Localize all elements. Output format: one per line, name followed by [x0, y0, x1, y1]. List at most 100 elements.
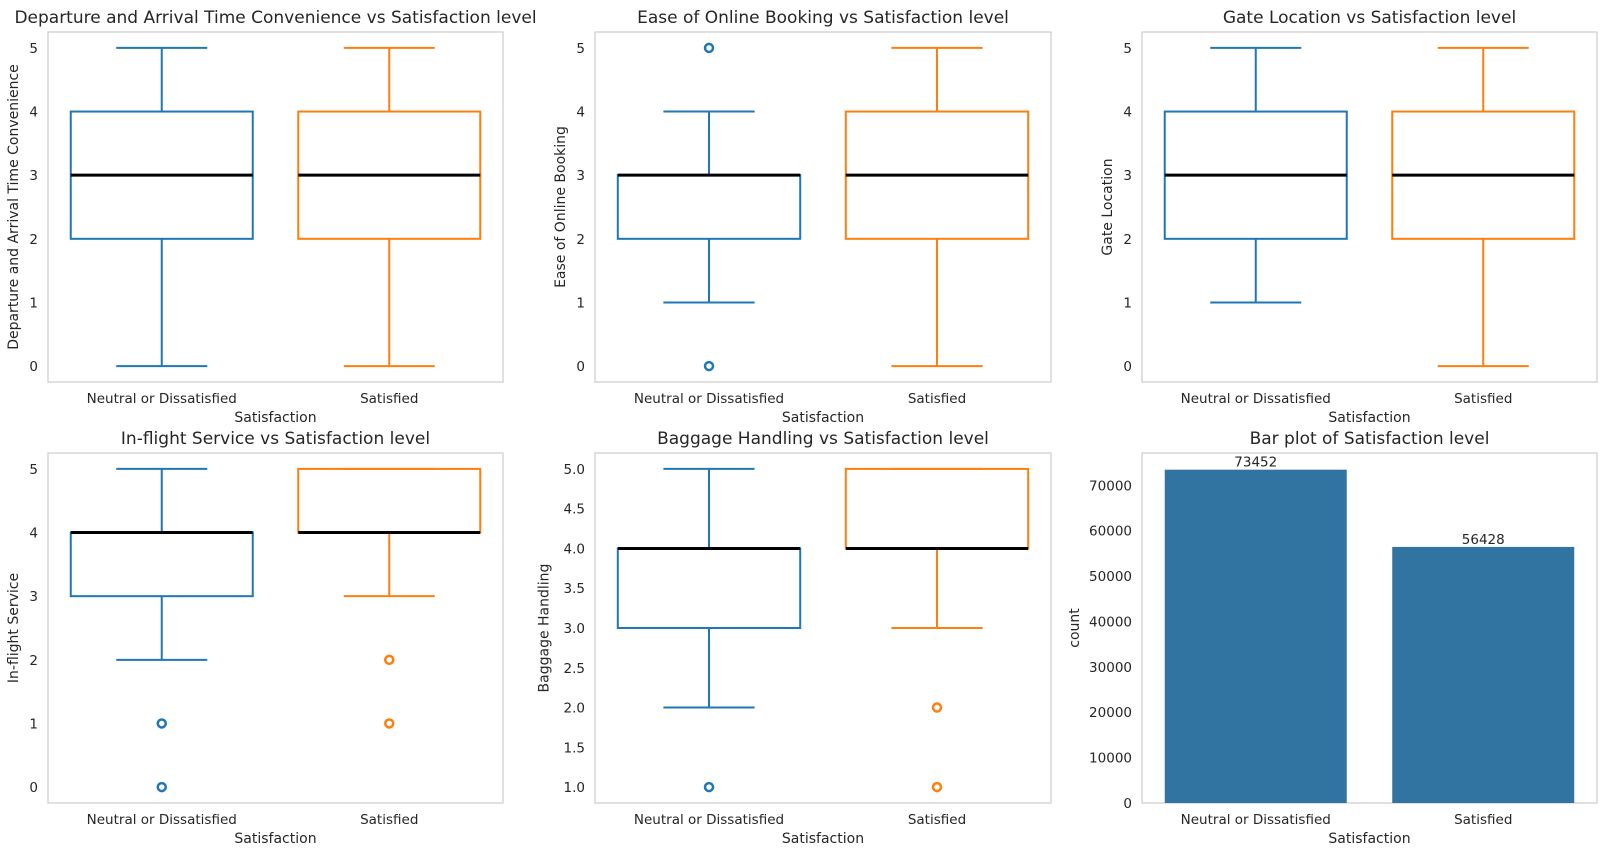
axes-frame [594, 31, 1052, 383]
y-tick-label: 5 [29, 41, 38, 57]
y-tick-label: 1 [576, 295, 585, 311]
chart-3: Gate Location vs Satisfaction level Neutr… [1100, 8, 1598, 426]
box-1 [69, 467, 254, 793]
y-tick-label: 2.5 [564, 661, 585, 677]
y-tick-label: 3 [1123, 168, 1132, 184]
y-tick-label: 1.0 [564, 780, 585, 796]
y-tick-label: 5 [576, 41, 585, 57]
y-tick-label: 4.5 [564, 502, 585, 518]
x-axis-label: Satisfaction [1328, 831, 1410, 847]
axes-frame [1141, 31, 1598, 383]
outlier-point [703, 42, 715, 54]
box-2 [844, 46, 1030, 368]
box-1 [69, 46, 254, 368]
y-tick-label: 60000 [1089, 524, 1132, 540]
outlier-point [384, 718, 395, 729]
box-1 [1163, 46, 1348, 304]
y-tick-label: 10000 [1089, 751, 1132, 767]
chart-2: Ease of Online Booking vs Satisfaction l… [553, 8, 1052, 426]
x-tick-label: Neutral or Dissatisfied [87, 391, 237, 407]
box-body [297, 467, 482, 534]
outlier-point [931, 702, 943, 713]
x-tick-label: Neutral or Dissatisfied [634, 812, 784, 828]
y-tick-label: 2 [576, 232, 585, 248]
axes-frame [47, 452, 504, 804]
chart-4: In-flight Service vs Satisfaction level N… [6, 429, 504, 847]
y-axis-label: Gate Location [1100, 158, 1116, 255]
y-tick-label: 1.5 [564, 740, 585, 756]
outlier-point [384, 654, 395, 666]
x-tick-label: Neutral or Dissatisfied [1181, 812, 1331, 828]
y-tick-label: 20000 [1089, 705, 1132, 721]
box-2 [1391, 46, 1576, 368]
outlier-point [156, 781, 167, 793]
x-axis-label: Satisfaction [234, 831, 316, 847]
x-axis-label: Satisfaction [1328, 410, 1410, 426]
x-axis-label: Satisfaction [234, 410, 316, 426]
chart-6: Bar plot of Satisfaction level Neutral or… [1067, 429, 1598, 847]
axes-frame [594, 452, 1052, 804]
y-tick-label: 2.0 [564, 701, 585, 717]
y-tick-label: 3 [29, 168, 38, 184]
y-tick-label: 1 [29, 716, 38, 732]
x-tick-label: Satisfied [908, 812, 966, 828]
chart-title: Baggage Handling vs Satisfaction level [657, 429, 989, 449]
y-tick-label: 2 [29, 232, 38, 248]
bar-value-label: 73452 [1234, 455, 1277, 471]
box-2 [297, 46, 482, 368]
chart-title: Departure and Arrival Time Convenience v… [14, 8, 536, 28]
box-2 [297, 467, 482, 729]
y-tick-label: 0 [1123, 359, 1132, 375]
x-tick-label: Satisfied [360, 391, 418, 407]
chart-1: Departure and Arrival Time Convenience v… [6, 8, 537, 426]
y-tick-label: 50000 [1089, 569, 1132, 585]
y-tick-label: 4 [576, 105, 585, 121]
outlier-point [703, 781, 715, 793]
x-tick-label: Neutral or Dissatisfied [1181, 391, 1331, 407]
y-tick-label: 4 [1123, 105, 1132, 121]
y-tick-label: 30000 [1089, 660, 1132, 676]
outlier-point [703, 360, 715, 372]
box-body [616, 174, 802, 240]
outlier-point [931, 781, 943, 793]
y-tick-label: 70000 [1089, 478, 1132, 494]
x-tick-label: Satisfied [360, 812, 418, 828]
y-tick-label: 4.0 [564, 541, 585, 557]
y-tick-label: 0 [29, 780, 38, 796]
chart-title: Ease of Online Booking vs Satisfaction l… [637, 8, 1009, 28]
box-body [844, 467, 1030, 550]
x-tick-label: Satisfied [1454, 391, 1512, 407]
y-tick-label: 5.0 [564, 462, 585, 478]
y-tick-label: 2 [29, 653, 38, 669]
box-1 [616, 42, 802, 372]
y-axis-label: In-flight Service [6, 573, 22, 683]
box-1 [616, 467, 802, 793]
y-tick-label: 4 [29, 526, 38, 542]
x-tick-label: Satisfied [908, 391, 966, 407]
y-axis-label: Baggage Handling [536, 564, 552, 693]
box-body [69, 531, 254, 598]
x-axis-label: Satisfaction [782, 831, 864, 847]
bar [1392, 546, 1575, 803]
y-tick-label: 0 [29, 359, 38, 375]
y-tick-label: 0 [576, 359, 585, 375]
y-tick-label: 3.5 [564, 581, 585, 597]
y-tick-label: 3 [576, 168, 585, 184]
outlier-point [156, 718, 167, 729]
y-tick-label: 3 [29, 589, 38, 605]
y-axis-label: count [1067, 608, 1083, 648]
y-axis-label: Departure and Arrival Time Convenience [6, 64, 22, 350]
y-axis-label: Ease of Online Booking [553, 126, 569, 288]
box-2 [844, 467, 1030, 793]
x-axis-label: Satisfaction [782, 410, 864, 426]
x-tick-label: Neutral or Dissatisfied [634, 391, 784, 407]
y-tick-label: 5 [1123, 41, 1132, 57]
x-tick-label: Satisfied [1454, 812, 1512, 828]
bar [1164, 469, 1347, 803]
y-tick-label: 1 [29, 295, 38, 311]
y-tick-label: 5 [29, 462, 38, 478]
bar-value-label: 56428 [1462, 532, 1505, 548]
axes-frame [47, 31, 504, 383]
chart-title: In-flight Service vs Satisfaction level [121, 429, 430, 449]
